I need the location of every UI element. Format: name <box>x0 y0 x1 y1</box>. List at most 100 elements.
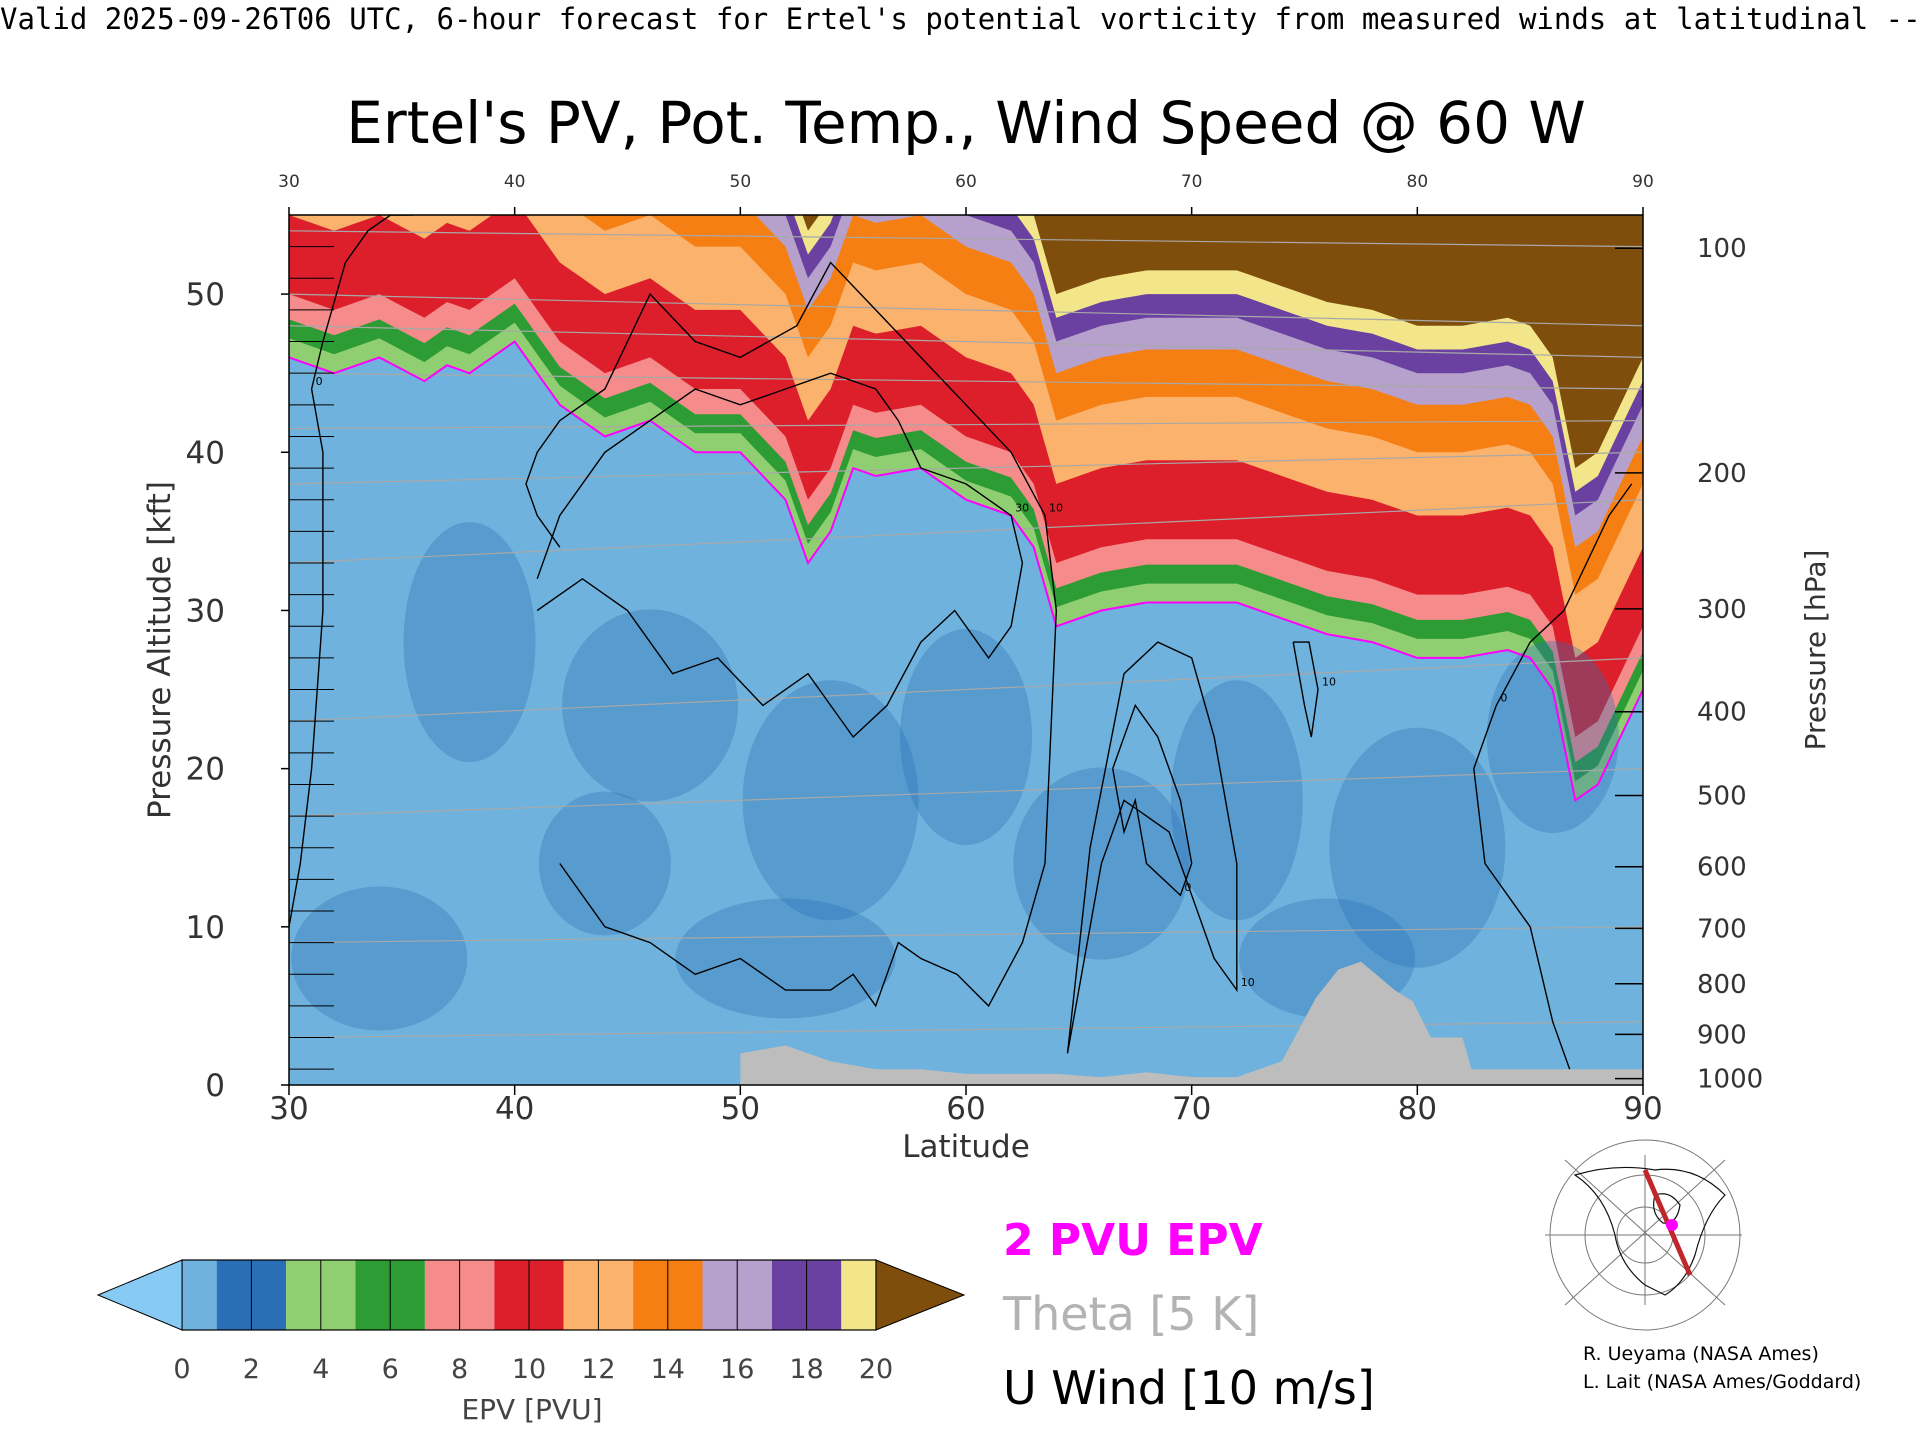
pressure-tick-label-900: 900 <box>1697 1020 1747 1050</box>
pv-mottle-7 <box>1486 641 1619 833</box>
pressure-tick-label-1000: 1000 <box>1697 1065 1763 1095</box>
theta-contour-380 <box>289 372 1643 390</box>
colorbar-segment-3 <box>286 1260 321 1330</box>
colorbar-segment-1 <box>216 1260 252 1330</box>
u-wind-contour-3 <box>1112 703 1193 897</box>
colorbar-segment-14 <box>667 1260 703 1330</box>
u-wind-contour-2 <box>1066 641 1238 1054</box>
y-tick-label-10: 10 <box>186 910 225 946</box>
x-tick-label-60: 60 <box>946 1091 985 1127</box>
y-tick-label-30: 30 <box>186 593 225 629</box>
x-top-tick-label-40: 40 <box>504 172 526 192</box>
colorbar-segment-8 <box>459 1260 495 1330</box>
x-tick-label-40: 40 <box>495 1091 534 1127</box>
colorbar-segment-12 <box>598 1260 634 1330</box>
colorbar-segment-11 <box>563 1260 599 1330</box>
x-top-tick-label-80: 80 <box>1407 172 1429 192</box>
axes: 3030404050506060707080809090010203040501… <box>186 172 1764 1127</box>
u-wind-contour-5 <box>289 215 414 927</box>
pressure-tick-label-200: 200 <box>1697 459 1747 489</box>
x-top-tick-label-70: 70 <box>1181 172 1203 192</box>
u-wind-contour-6 <box>1473 483 1633 1085</box>
pv-2pvu-boundary <box>289 340 1643 802</box>
colorbar-tick-2: 2 <box>243 1354 260 1385</box>
x-tick-label-30: 30 <box>269 1091 308 1127</box>
pv-mottle-5 <box>1170 680 1303 921</box>
inset-map <box>1545 1139 1742 1331</box>
u-wind-contour-4 <box>1292 641 1319 738</box>
colorbar-segment-6 <box>390 1260 425 1330</box>
colorbar-tick-6: 6 <box>382 1354 399 1385</box>
pv-mottle-0 <box>403 522 536 763</box>
colorbar-tick-14: 14 <box>651 1354 685 1385</box>
colorbar-segment-9 <box>494 1260 529 1330</box>
legend-theta: Theta [5 K] <box>1003 1287 1260 1341</box>
colorbar-segment-13 <box>633 1260 668 1330</box>
x-top-tick-label-30: 30 <box>278 172 300 192</box>
pv-band-10 <box>802 215 1643 469</box>
y-tick-label-50: 50 <box>186 277 225 313</box>
x-axis-label: Latitude <box>902 1129 1030 1165</box>
u-wind-contour-0 <box>525 261 1058 1008</box>
u-wind-label-5: 0 <box>316 375 323 388</box>
colorbar-segment-16 <box>737 1260 772 1330</box>
theta-contour-400 <box>289 293 1643 327</box>
forecast-header: Valid 2025-09-26T06 UTC, 6-hour forecast… <box>0 2 1920 36</box>
colorbar-tick-8: 8 <box>451 1354 468 1385</box>
pv-mottle-2 <box>742 680 919 921</box>
x-top-tick-label-60: 60 <box>955 172 977 192</box>
chart-title: Ertel's PV, Pot. Temp., Wind Speed @ 60 … <box>346 89 1586 157</box>
credit-line-1: R. Ueyama (NASA Ames) <box>1583 1343 1819 1365</box>
u-wind-label-1: 30 <box>1015 502 1029 515</box>
pressure-tick-label-300: 300 <box>1697 595 1747 625</box>
theta-contour-350 <box>289 499 1643 564</box>
location-marker <box>1666 1219 1678 1231</box>
colorbar-segment-17 <box>771 1260 807 1330</box>
x-tick-label-50: 50 <box>721 1091 760 1127</box>
colorbar: 0 2 4 6 8 10 12 14 16 18 20 <box>96 1259 966 1385</box>
colorbar-segment-18 <box>806 1260 842 1330</box>
colorbar-tick-16: 16 <box>720 1354 754 1385</box>
u-wind-label-6: 0 <box>1500 691 1507 704</box>
x-tick-label-90: 90 <box>1623 1091 1662 1127</box>
colorbar-segment-10 <box>529 1260 564 1330</box>
x-top-tick-label-90: 90 <box>1632 172 1654 192</box>
colorbar-segment-4 <box>320 1260 356 1330</box>
theta-contour-310 <box>289 926 1643 944</box>
colorbar-segment-19 <box>841 1260 876 1330</box>
theta-contour-370 <box>289 420 1643 430</box>
theta-contour-320 <box>289 768 1643 817</box>
pv-mottle-11 <box>538 791 671 936</box>
legend-epv: 2 PVU EPV <box>1003 1215 1263 1266</box>
colorbar-tick-12: 12 <box>581 1354 615 1385</box>
theta-contour-390 <box>289 325 1643 358</box>
colorbar-under-arrow <box>96 1259 183 1331</box>
u-wind-contour-1 <box>536 372 1024 739</box>
credit-line-2: L. Lait (NASA Ames/Goddard) <box>1583 1371 1862 1393</box>
colorbar-segment-7 <box>424 1260 460 1330</box>
pressure-tick-label-400: 400 <box>1697 698 1747 728</box>
theta-contour-500 <box>289 230 1643 248</box>
pressure-tick-label-800: 800 <box>1697 970 1747 1000</box>
plot-area: 10 30 10 0 10 0 0 <box>289 215 1643 1085</box>
pv-mottle-1 <box>562 609 739 802</box>
x-tick-label-70: 70 <box>1172 1091 1211 1127</box>
colorbar-segment-0 <box>182 1260 217 1330</box>
colorbar-tick-10: 10 <box>512 1354 546 1385</box>
colorbar-tick-0: 0 <box>173 1354 190 1385</box>
theta-contour-330 <box>289 657 1643 722</box>
pressure-tick-label-700: 700 <box>1697 914 1747 944</box>
legend-wind: U Wind [10 m/s] <box>1003 1361 1375 1415</box>
u-wind-label-3: 0 <box>1184 881 1191 894</box>
x-top-tick-label-50: 50 <box>730 172 752 192</box>
pressure-axis-label: Pressure [hPa] <box>1799 550 1832 751</box>
y-axis-label: Pressure Altitude [kft] <box>142 481 178 819</box>
colorbar-over-arrow <box>875 1259 966 1331</box>
colorbar-tick-20: 20 <box>859 1354 893 1385</box>
pressure-tick-label-600: 600 <box>1697 853 1747 883</box>
colorbar-tick-18: 18 <box>789 1354 823 1385</box>
colorbar-segment-2 <box>251 1260 287 1330</box>
pv-mottle-8 <box>291 886 468 1031</box>
colorbar-label: EPV [PVU] <box>461 1393 602 1426</box>
pressure-tick-label-500: 500 <box>1697 782 1747 812</box>
